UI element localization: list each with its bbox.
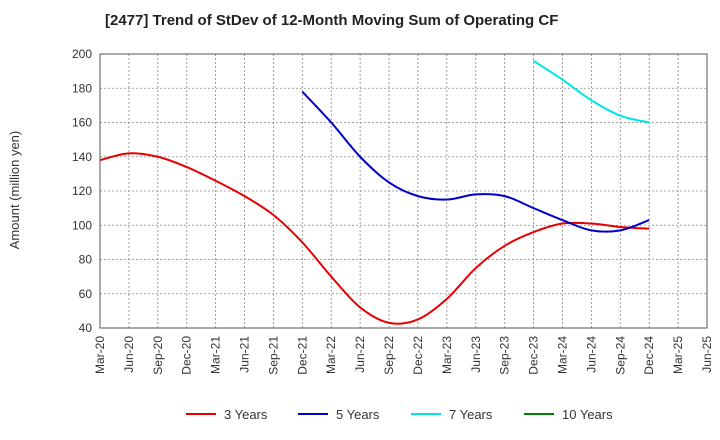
legend-label-5-years: 5 Years <box>336 407 380 422</box>
x-tick-labels: Mar-20 Jun-20 Sep-20 Dec-20 Mar-21 Jun-21 Sep-… <box>93 336 714 375</box>
y-tick-label: 40 <box>79 321 93 335</box>
x-tick-label: Dec-21 <box>295 336 309 375</box>
x-tick-label: Mar-20 <box>93 336 107 374</box>
y-tick-labels: 40 60 80 100 120 140 160 180 200 <box>72 47 92 335</box>
x-tick-label: Mar-23 <box>440 336 454 374</box>
x-tick-label: Jun-24 <box>584 336 598 373</box>
legend-label-3-years: 3 Years <box>224 407 268 422</box>
x-tick-label: Dec-22 <box>411 336 425 375</box>
x-tick-label: Sep-21 <box>266 336 280 375</box>
x-tick-label: Sep-24 <box>613 336 627 375</box>
x-tick-label: Jun-22 <box>353 336 367 373</box>
series-line-5-years <box>301 90 650 233</box>
y-tick-label: 60 <box>79 287 93 301</box>
x-tick-label: Sep-22 <box>382 336 396 375</box>
x-tick-label: Dec-20 <box>180 336 194 375</box>
chart-title: [2477] Trend of StDev of 12-Month Moving… <box>105 12 558 29</box>
series-line-3-years <box>99 152 650 325</box>
plot-frame <box>99 53 708 329</box>
x-tick-label: Mar-24 <box>555 336 569 374</box>
y-tick-label: 100 <box>72 218 92 232</box>
y-tick-label: 80 <box>79 253 93 267</box>
x-tick-label: Mar-25 <box>671 336 685 374</box>
legend-label-10-years: 10 Years <box>562 407 613 422</box>
x-tick-label: Mar-21 <box>209 336 223 374</box>
x-tick-label: Jun-25 <box>700 336 714 373</box>
x-tick-label: Mar-22 <box>324 336 338 374</box>
legend-label-7-years: 7 Years <box>449 407 493 422</box>
x-tick-label: Dec-24 <box>642 336 656 375</box>
x-tick-label: Jun-21 <box>238 336 252 373</box>
y-axis-title: Amount (million yen) <box>7 131 22 250</box>
x-tick-label: Sep-20 <box>151 336 165 375</box>
series-line-7-years <box>533 60 650 124</box>
y-tick-label: 140 <box>72 150 92 164</box>
y-tick-label: 120 <box>72 184 92 198</box>
x-tick-label: Jun-23 <box>469 336 483 373</box>
x-tick-label: Sep-23 <box>498 336 512 375</box>
x-tick-label: Dec-23 <box>527 336 541 375</box>
y-tick-label: 180 <box>72 81 92 95</box>
y-tick-label: 200 <box>72 47 92 61</box>
y-tick-label: 160 <box>72 116 92 130</box>
series-lines <box>99 60 650 325</box>
x-tick-label: Jun-20 <box>122 336 136 373</box>
legend: 3 Years 5 Years 7 Years 10 Years <box>186 407 613 422</box>
